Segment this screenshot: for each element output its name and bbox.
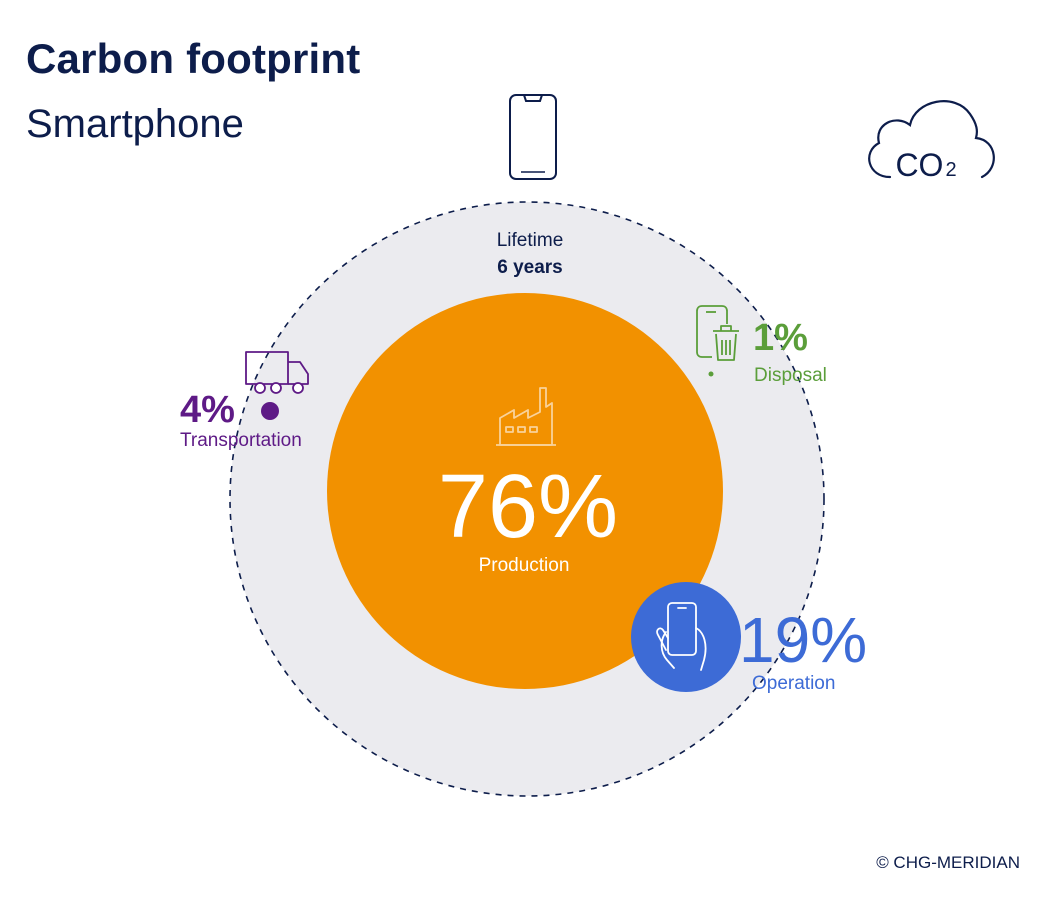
transportation-dot bbox=[261, 402, 279, 420]
disposal-percent: 1% bbox=[753, 317, 808, 359]
production-percent: 76% bbox=[438, 457, 618, 557]
transportation-percent: 4% bbox=[180, 389, 235, 431]
lifetime-value: 6 years bbox=[497, 257, 563, 278]
disposal-label: Disposal bbox=[754, 365, 827, 386]
page-title: Carbon footprint bbox=[26, 35, 361, 82]
operation-badge bbox=[631, 582, 741, 692]
operation-label: Operation bbox=[752, 673, 835, 694]
hand-smartphone-icon bbox=[656, 602, 707, 671]
page-subtitle: Smartphone bbox=[26, 102, 244, 146]
copyright-notice: © CHG-MERIDIAN bbox=[876, 853, 1020, 872]
disposal-dot bbox=[708, 371, 714, 377]
factory-icon bbox=[496, 387, 556, 446]
lifetime-label: Lifetime bbox=[497, 230, 564, 251]
co2-label: CO 2 bbox=[895, 147, 956, 183]
truck-icon bbox=[245, 351, 309, 394]
smartphone-icon bbox=[509, 94, 557, 180]
phone-bin-icon bbox=[696, 305, 739, 361]
transportation-label: Transportation bbox=[180, 430, 302, 451]
production-label: Production bbox=[479, 555, 570, 576]
operation-percent: 19% bbox=[739, 604, 867, 676]
production-circle bbox=[327, 293, 723, 689]
cloud-icon bbox=[868, 100, 995, 179]
